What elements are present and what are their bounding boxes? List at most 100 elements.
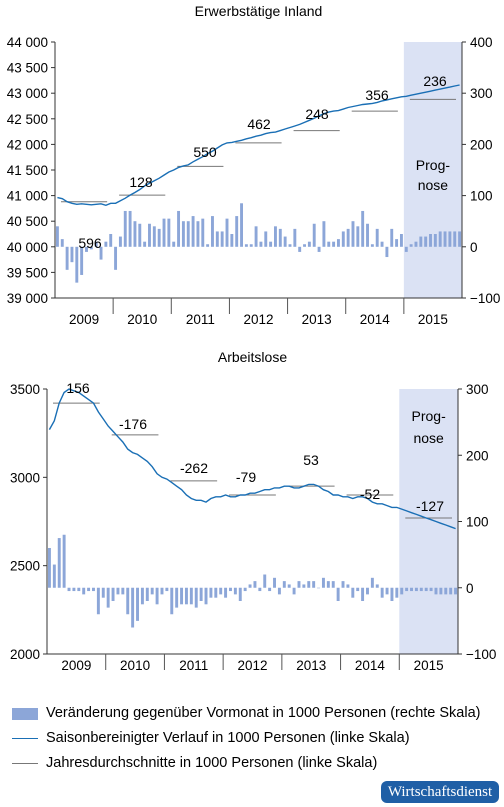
left-tick-label: 43 000 — [7, 86, 48, 101]
seasonal-trend-line — [48, 388, 456, 530]
bar-monthly-change — [126, 587, 130, 615]
year-label: 2009 — [69, 312, 99, 327]
bar-monthly-change — [152, 226, 156, 247]
year-label: 2010 — [127, 312, 157, 327]
bar-monthly-change — [375, 228, 379, 247]
bar-monthly-change — [327, 241, 331, 247]
year-label: 2013 — [296, 658, 326, 673]
forecast-region — [403, 42, 462, 298]
bar-monthly-change — [424, 587, 428, 592]
bar-monthly-change — [395, 587, 399, 598]
annual-change-label: -176 — [119, 416, 147, 432]
bar-monthly-change — [312, 223, 316, 247]
year-label: 2011 — [186, 312, 215, 327]
legend-annual-line — [12, 763, 38, 764]
year-label: 2011 — [179, 658, 208, 673]
bar-monthly-change — [253, 581, 257, 588]
bar-monthly-change — [268, 587, 272, 592]
bar-monthly-change — [170, 587, 174, 615]
bar-monthly-change — [414, 241, 418, 247]
right-tick-label: 300 — [470, 86, 493, 101]
bar-monthly-change — [62, 534, 66, 588]
bar-monthly-change — [148, 223, 151, 247]
bar-monthly-change — [439, 587, 443, 595]
bar-monthly-change — [209, 587, 213, 598]
bar-monthly-change — [157, 228, 161, 247]
year-label: 2010 — [120, 658, 150, 673]
bar-monthly-change — [175, 587, 179, 608]
bar-monthly-change — [419, 587, 423, 592]
bar-monthly-change — [96, 587, 100, 615]
bar-monthly-change — [454, 587, 458, 595]
bar-monthly-change — [186, 221, 190, 247]
bar-monthly-change — [235, 216, 239, 247]
right-tick-label: 200 — [466, 448, 489, 463]
legend-trend-line — [12, 738, 38, 739]
bar-monthly-change — [380, 587, 384, 598]
right-tick-label: −100 — [466, 647, 496, 662]
bar-monthly-change — [172, 241, 176, 247]
right-tick-label: 0 — [470, 240, 478, 255]
bar-monthly-change — [233, 587, 237, 595]
bar-monthly-change — [225, 218, 229, 247]
bar-monthly-change — [92, 587, 95, 592]
bar-monthly-change — [269, 241, 273, 247]
source-badge: Wirtschaftsdienst — [381, 781, 499, 803]
bar-monthly-change — [453, 231, 457, 247]
annual-change-label: -127 — [416, 498, 444, 514]
bar-monthly-change — [409, 244, 413, 247]
bar-monthly-change — [258, 587, 262, 592]
bar-monthly-change — [240, 203, 243, 247]
year-label: 2012 — [243, 312, 273, 327]
right-tick-label: 100 — [466, 515, 489, 530]
legend-label-trend: Saisonbereinigter Verlauf in 1000 Person… — [46, 730, 410, 746]
bar-monthly-change — [181, 221, 185, 247]
bar-monthly-change — [332, 241, 336, 247]
right-tick-label: 300 — [466, 382, 489, 397]
bar-monthly-change — [243, 587, 247, 592]
bar-monthly-change — [390, 587, 394, 601]
bar-monthly-change — [282, 581, 286, 588]
bar-monthly-change — [89, 246, 93, 250]
bar-monthly-change — [82, 587, 86, 595]
legend-item-trend: Saisonbereinigter Verlauf in 1000 Person… — [12, 729, 502, 754]
bar-monthly-change — [307, 581, 311, 588]
bar-monthly-change — [196, 221, 200, 247]
bar-monthly-change — [162, 218, 166, 247]
bar-monthly-change — [189, 587, 193, 605]
bar-monthly-change — [336, 587, 340, 601]
bar-monthly-change — [206, 244, 210, 247]
bar-monthly-change — [303, 244, 306, 247]
bar-monthly-change — [390, 228, 394, 247]
bar-monthly-change — [341, 231, 345, 247]
annual-change-label: 596 — [78, 235, 102, 251]
legend-bar-swatch — [12, 708, 38, 720]
bar-monthly-change — [278, 228, 282, 247]
bar-monthly-change — [404, 246, 408, 252]
chart-title: Arbeitslose — [218, 349, 287, 365]
legend-label-annual: Jahresdurchschnitte in 1000 Personen (li… — [46, 755, 378, 771]
bar-monthly-change — [302, 584, 306, 588]
bar-monthly-change — [405, 587, 409, 592]
bar-monthly-change — [249, 244, 253, 247]
year-label: 2015 — [418, 312, 448, 327]
chart-title: Erwerbstätige Inland — [195, 3, 323, 19]
chart-erwerbstaetige: Erwerbstätige Inland 44 000 43 500 43 000 42… — [7, 3, 501, 327]
bar-monthly-change — [109, 234, 113, 247]
bar-monthly-change — [145, 587, 149, 601]
bar-monthly-change — [283, 236, 287, 247]
bar-monthly-change — [201, 218, 205, 247]
bar-monthly-change — [155, 587, 159, 605]
bar-monthly-change — [104, 241, 108, 247]
forecast-label: nose — [418, 177, 449, 193]
bar-monthly-change — [230, 234, 234, 247]
annual-change-label: 156 — [66, 380, 90, 396]
bar-monthly-change — [87, 587, 91, 592]
bar-monthly-change — [322, 221, 326, 247]
bar-monthly-change — [52, 564, 56, 588]
bar-monthly-change — [317, 587, 321, 589]
left-tick-label: 2500 — [10, 559, 40, 574]
left-tick-label: 3500 — [10, 382, 40, 397]
bar-monthly-change — [400, 587, 404, 595]
bar-monthly-change — [121, 587, 125, 595]
